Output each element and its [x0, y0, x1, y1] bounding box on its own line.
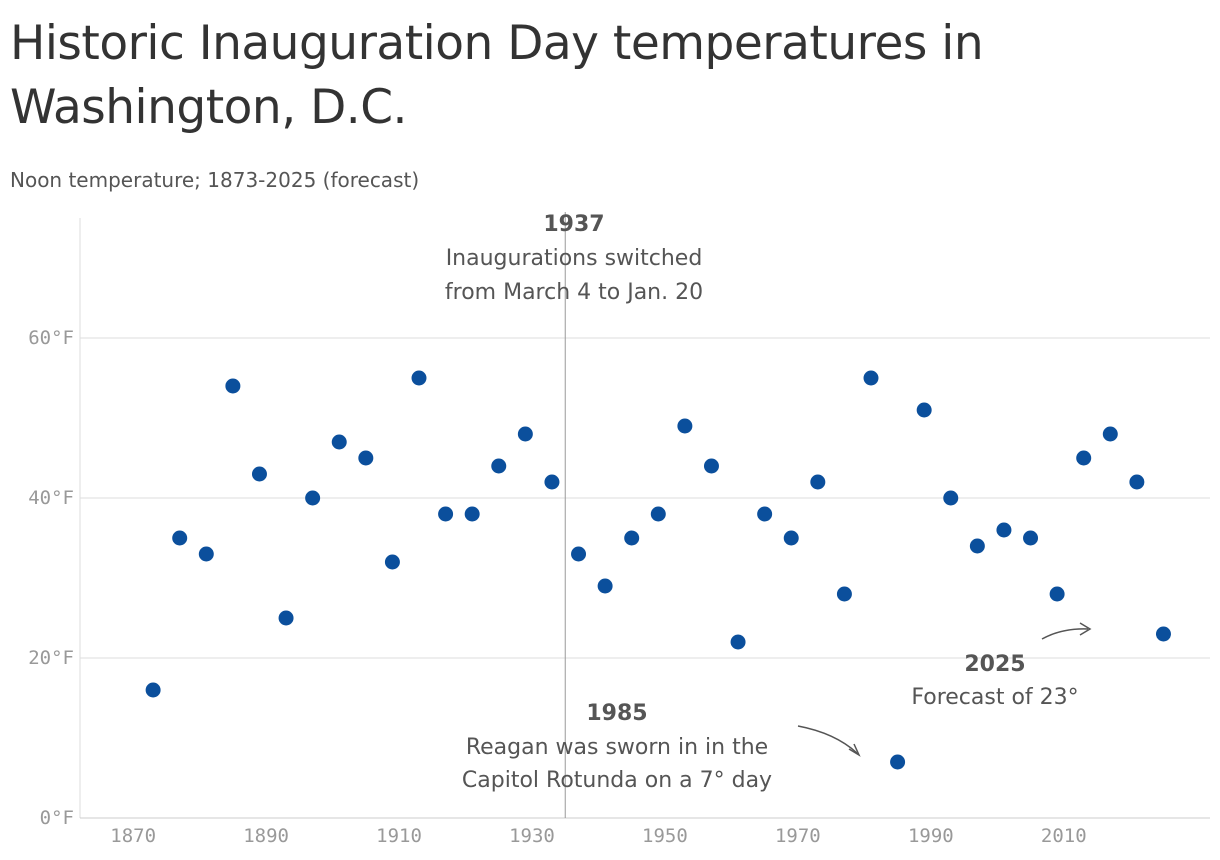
data-point	[145, 682, 161, 698]
data-points	[145, 370, 1171, 770]
y-tick-label: 60°F	[28, 327, 74, 349]
y-tick-label: 40°F	[28, 487, 74, 509]
data-point	[358, 450, 374, 466]
data-point	[969, 538, 985, 554]
data-point	[411, 370, 427, 386]
y-tick-label: 0°F	[40, 807, 74, 829]
x-tick-label: 1950	[642, 825, 688, 847]
data-point	[996, 522, 1012, 538]
data-point	[703, 458, 719, 474]
data-point	[890, 754, 906, 770]
data-point	[677, 418, 693, 434]
data-point	[198, 546, 214, 562]
data-point	[810, 474, 826, 490]
data-point	[517, 426, 533, 442]
annotation-1937-title: 1937	[543, 212, 604, 237]
x-tick-label: 2010	[1041, 825, 1087, 847]
data-point	[1102, 426, 1118, 442]
annotation-2025-line1: Forecast of 23°	[911, 685, 1078, 710]
data-point	[331, 434, 347, 450]
data-point	[225, 378, 241, 394]
data-point	[544, 474, 560, 490]
data-point	[491, 458, 507, 474]
data-point	[597, 578, 613, 594]
annotation-1985-line1: Reagan was sworn in in the	[466, 735, 768, 760]
chart-subtitle: Noon temperature; 1873-2025 (forecast)	[10, 168, 420, 192]
chart-title: Historic Inauguration Day temperatures i…	[10, 16, 984, 135]
x-tick-label: 1970	[775, 825, 821, 847]
annotation-1985-title: 1985	[586, 701, 647, 726]
data-point	[464, 506, 480, 522]
annotation-1985-arrow	[797, 725, 858, 754]
annotation-1985-line2: Capitol Rotunda on a 7° day	[462, 768, 772, 793]
data-point	[650, 506, 666, 522]
data-point	[1023, 530, 1039, 546]
annotation-1937: 1937 Inaugurations switched from March 4…	[445, 212, 703, 305]
annotation-2025-arrow	[1041, 628, 1089, 640]
data-point	[757, 506, 773, 522]
annotation-1985-arrowhead	[848, 743, 861, 757]
y-axis-ticks: 0°F 20°F 40°F 60°F	[28, 327, 74, 829]
x-axis-ticks: 1870 1890 1910 1930 1950 1970 1990 2010	[110, 825, 1086, 847]
annotation-1985: 1985 Reagan was sworn in in the Capitol …	[462, 701, 861, 793]
data-point	[836, 586, 852, 602]
data-point	[863, 370, 879, 386]
data-point	[1049, 586, 1065, 602]
data-point	[1155, 626, 1171, 642]
annotation-2025-title: 2025	[964, 652, 1025, 677]
data-point	[916, 402, 932, 418]
annotation-1937-line1: Inaugurations switched	[446, 246, 703, 271]
data-point	[172, 530, 188, 546]
data-point	[251, 466, 267, 482]
data-point	[438, 506, 454, 522]
x-tick-label: 1930	[509, 825, 555, 847]
x-tick-label: 1910	[376, 825, 422, 847]
y-tick-label: 20°F	[28, 647, 74, 669]
data-point	[730, 634, 746, 650]
x-tick-label: 1870	[110, 825, 156, 847]
annotation-1937-line2: from March 4 to Jan. 20	[445, 280, 703, 305]
data-point	[571, 546, 587, 562]
x-tick-label: 1990	[908, 825, 954, 847]
data-point	[1076, 450, 1092, 466]
data-point	[384, 554, 400, 570]
annotation-2025-arrowhead	[1079, 622, 1092, 636]
data-point	[305, 490, 321, 506]
data-point	[278, 610, 294, 626]
data-point	[1129, 474, 1145, 490]
x-tick-label: 1890	[243, 825, 289, 847]
annotation-2025: 2025 Forecast of 23°	[911, 622, 1092, 710]
grid-lines	[79, 218, 1210, 819]
data-point	[624, 530, 640, 546]
data-point	[943, 490, 959, 506]
data-point	[783, 530, 799, 546]
